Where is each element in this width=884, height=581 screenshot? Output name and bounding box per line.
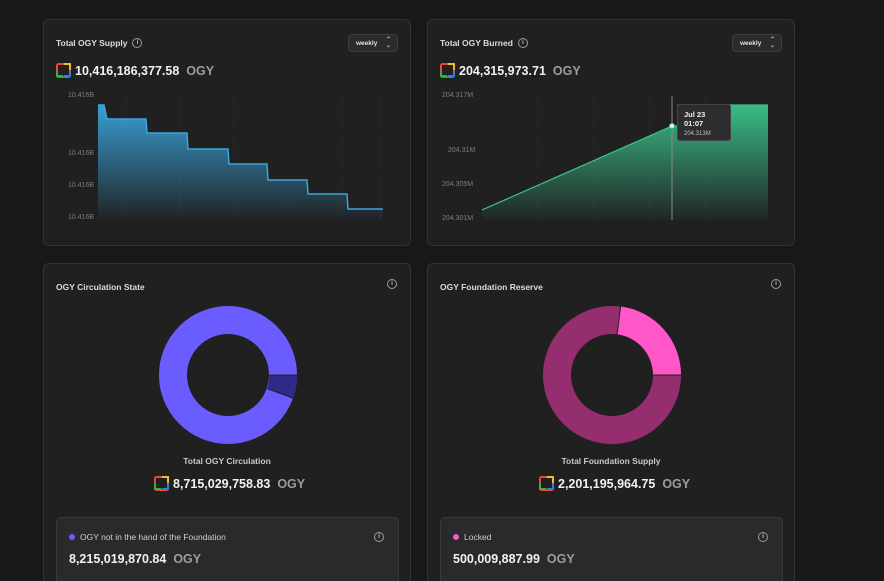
burned-y-tick: 204.305M [442,181,474,188]
reserve-slice-locked[interactable] [617,306,681,376]
circulation-card: OGY Circulation State i Total OGY Circul… [43,263,411,581]
supply-title-row: Total OGY Supply i [56,38,143,48]
burned-period-select[interactable]: weekly ⌃ ⌄ [732,34,782,52]
supply-y-tick: 10.416B [68,214,95,221]
tooltip-value: 204.313M [684,131,711,137]
chart-tooltip: Jul 23 01:07 204.313M [677,104,731,141]
supply-area-chart [98,96,383,220]
tooltip-point[interactable] [669,123,675,129]
supply-y-tick: 10.416B [68,150,95,157]
reserve-card: OGY Foundation Reserve i Total Foundatio… [427,263,795,581]
circulation-legend-label: OGY not in the hand of the Foundation [80,532,226,542]
circulation-title: OGY Circulation State [56,282,145,292]
reserve-value: 2,201,195,964.75 [558,476,656,491]
circulation-legend-value-row: 8,215,019,870.84 OGY [69,552,201,566]
reserve-unit: OGY [662,476,691,491]
circulation-legend-card: OGY not in the hand of the Foundation i … [56,517,399,581]
supply-value-row: 10,416,186,377.58 OGY [56,63,214,78]
burned-title: Total OGY Burned [440,38,513,48]
reserve-legend: Locked [453,532,491,542]
burned-value: 204,315,973.71 [459,63,546,78]
supply-line [98,104,383,210]
reserve-legend-value-row: 500,009,887.99 OGY [453,552,575,566]
supply-period-value: weekly [356,39,378,47]
reserve-title: OGY Foundation Reserve [440,282,543,292]
updown-chevron-icon: ⌃ ⌄ [769,37,775,49]
circulation-center-label: Total OGY Circulation [183,456,271,466]
tooltip-date: Jul 23 01:07 [684,110,706,128]
updown-chevron-icon: ⌃ ⌄ [385,37,391,49]
info-icon[interactable]: i [517,38,528,48]
burned-area-chart [481,96,768,220]
info-icon[interactable]: i [132,38,143,48]
burned-y-tick: 204.31M [448,147,476,154]
reserve-value-row: 2,201,195,964.75 OGY [539,476,690,491]
ogy-logo-icon [154,476,169,491]
circulation-legend-value: 8,215,019,870.84 [69,552,167,566]
burned-card: Total OGY Burned i weekly ⌃ ⌄ 204,315,973… [427,19,795,246]
burned-period-value: weekly [740,39,762,47]
burned-value-row: 204,315,973.71 OGY [440,63,581,78]
circulation-unit: OGY [277,476,306,491]
burned-y-tick: 204.317M [442,92,474,99]
supply-area [98,105,383,220]
supply-y-tick: 10.416B [68,182,95,189]
supply-unit: OGY [186,63,215,78]
supply-title: Total OGY Supply [56,38,128,48]
supply-card: Total OGY Supply i weekly ⌃ ⌄ 10,416,186,… [43,19,411,246]
supply-period-select[interactable]: weekly ⌃ ⌄ [348,34,398,52]
burned-unit: OGY [552,63,581,78]
ogy-logo-icon [440,63,455,78]
circulation-legend-unit: OGY [173,552,202,566]
reserve-donut [543,306,681,444]
circulation-value: 8,715,029,758.83 [173,476,271,491]
ogy-logo-icon [539,476,554,491]
info-icon[interactable]: i [387,279,397,289]
info-icon[interactable]: i [771,279,781,289]
burned-y-tick: 204.301M [442,215,474,222]
circulation-slice-minor[interactable] [267,375,298,399]
supply-y-tick: 10.416B [68,92,95,99]
circulation-slice-main[interactable] [159,306,297,444]
info-icon[interactable]: i [374,532,384,542]
reserve-legend-label: Locked [464,532,492,542]
info-icon[interactable]: i [758,532,768,542]
burned-title-row: Total OGY Burned i [440,38,528,48]
supply-value: 10,416,186,377.58 [75,63,180,78]
reserve-legend-value: 500,009,887.99 [453,552,540,566]
legend-dot [453,534,459,540]
reserve-legend-unit: OGY [546,552,575,566]
reserve-legend-card: Locked i 500,009,887.99 OGY [440,517,783,581]
reserve-center-label: Total Foundation Supply [561,456,661,466]
circulation-donut [159,306,298,444]
circulation-legend: OGY not in the hand of the Foundation [69,532,226,542]
ogy-logo-icon [56,63,71,78]
circulation-value-row: 8,715,029,758.83 OGY [154,476,305,491]
legend-dot [69,534,75,540]
